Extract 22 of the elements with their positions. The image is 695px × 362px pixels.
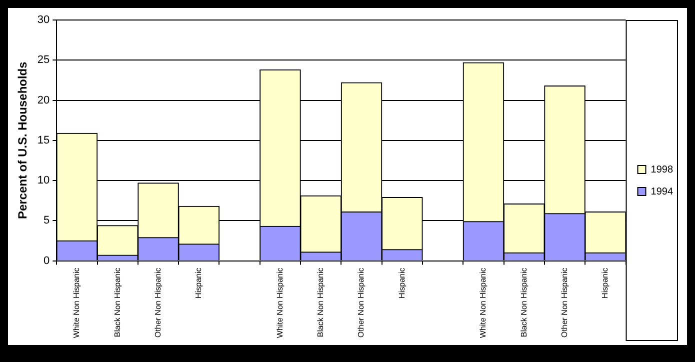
y-tick-label: 25 (37, 54, 50, 66)
y-tick-label: 15 (37, 134, 50, 146)
x-tick-label: Black Non Hispanic (519, 268, 528, 338)
x-tick-label: Black Non Hispanic (316, 268, 326, 338)
legend-label: 1998 (650, 164, 674, 176)
y-tick-label: 30 (37, 14, 50, 26)
x-tick-label: Hispanic (397, 268, 406, 298)
x-tick-label: Other Non Hispanic (356, 268, 366, 338)
x-tick-label: Other Non Hispanic (153, 268, 162, 338)
x-tick-label: Black Non Hispanic (112, 268, 122, 338)
x-tick-label: Hispanic (600, 268, 610, 298)
y-tick-label: 0 (44, 254, 50, 267)
x-tick-label: Hispanic (194, 268, 204, 298)
y-tick-label: 20 (37, 94, 50, 106)
y-axis-title: Percent of U.S. Households (16, 61, 30, 220)
y-tick-label: 5 (44, 214, 50, 227)
x-tick-label: White Non Hispanic (275, 268, 284, 338)
x-tick-label: Other Non Hispanic (560, 268, 569, 338)
x-tick-label: White Non Hispanic (478, 268, 488, 338)
y-tick-label: 10 (37, 174, 50, 187)
x-tick-label: White Non Hispanic (72, 268, 82, 338)
legend-label: 1994 (650, 186, 674, 198)
